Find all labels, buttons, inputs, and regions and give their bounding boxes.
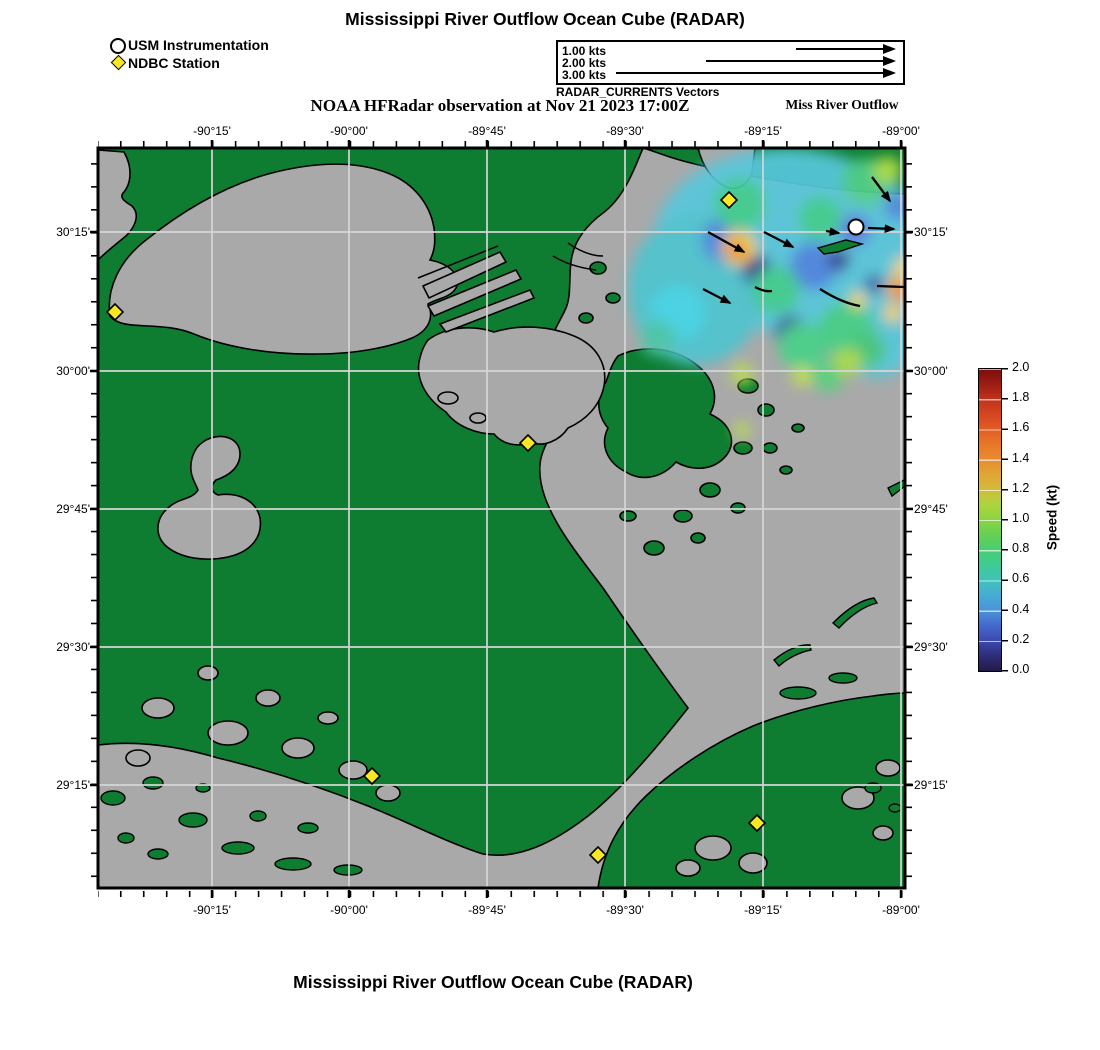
- major-ticks: [90, 140, 913, 898]
- scale-row-label: 2.00 kts: [562, 56, 607, 70]
- y-tick-label-left: 29°15': [56, 778, 90, 792]
- ndbc-station-icon: [110, 54, 127, 71]
- y-tick-label-left: 30°15': [56, 225, 90, 239]
- x-tick-label-bottom: -90°15': [193, 903, 231, 917]
- barrier-island: [816, 239, 865, 255]
- colorbar-tick-label: 1.2: [1012, 481, 1030, 495]
- colorbar-tick-label: 1.8: [1012, 390, 1030, 404]
- y-tick-label-right: 30°15': [914, 225, 948, 239]
- channel: [421, 250, 508, 300]
- lake-pontchartrain: [108, 163, 459, 355]
- ndbc-station-marker[interactable]: [518, 433, 538, 453]
- colorbar-tick-label: 0.2: [1012, 632, 1030, 646]
- y-tick-label-right: 30°00': [914, 364, 948, 378]
- colorbar-tick-label: 1.0: [1012, 511, 1030, 525]
- speed-colorbar: [978, 368, 1002, 672]
- lake-borgne: [417, 326, 606, 446]
- lakes-layer: [98, 148, 901, 877]
- scale-row-label: 1.00 kts: [562, 44, 607, 58]
- vector-scale-caption: RADAR_CURRENTS Vectors: [556, 85, 720, 99]
- x-tick-label-bottom: -89°00': [882, 903, 920, 917]
- ndbc-station-marker[interactable]: [105, 302, 125, 322]
- x-tick-label-bottom: -89°45': [468, 903, 506, 917]
- map-border: [96, 146, 907, 890]
- islands-layer: [100, 239, 905, 876]
- scale-arrow-2kt: [706, 60, 884, 62]
- x-tick-label-top: -90°15': [193, 124, 231, 138]
- x-tick-label-top: -89°30': [606, 124, 644, 138]
- scale-arrow-3kt: [616, 72, 884, 74]
- colorbar-ticks: [1001, 368, 1008, 672]
- colorbar-tick-label: 0.6: [1012, 571, 1030, 585]
- chandeleur-island: [831, 597, 879, 629]
- current-vectors: [702, 176, 905, 308]
- usm-station-marker[interactable]: [847, 218, 865, 236]
- vector-scale-box: 1.00 kts 2.00 kts 3.00 kts: [556, 40, 905, 85]
- scale-arrow-1kt: [796, 48, 884, 50]
- y-tick-label-left: 29°30': [56, 640, 90, 654]
- y-tick-label-right: 29°15': [914, 778, 948, 792]
- scale-row-label: 3.00 kts: [562, 68, 607, 82]
- page-title: Mississippi River Outflow Ocean Cube (RA…: [345, 9, 745, 29]
- x-tick-label-bottom: -89°15': [744, 903, 782, 917]
- footer-title: Mississippi River Outflow Ocean Cube (RA…: [293, 972, 693, 992]
- legend-usm-label: USM Instrumentation: [128, 37, 269, 53]
- arrowhead-icon: [883, 56, 896, 66]
- colorbar-tick-label: 0.0: [1012, 662, 1030, 676]
- colorbar-tick-label: 0.4: [1012, 602, 1030, 616]
- observation-subtitle: NOAA HFRadar observation at Nov 21 2023 …: [310, 96, 690, 115]
- river-lines: [417, 242, 604, 279]
- colorbar-gridlines: [979, 369, 1001, 671]
- colorbar-tick-label: 1.6: [1012, 420, 1030, 434]
- colorbar-tick-label: 2.0: [1012, 360, 1030, 374]
- x-tick-label-top: -89°45': [468, 124, 506, 138]
- legend-ndbc-label: NDBC Station: [128, 55, 220, 71]
- arrowhead-icon: [883, 44, 896, 54]
- y-tick-label-left: 30°00': [56, 364, 90, 378]
- map-canvas[interactable]: [88, 138, 918, 900]
- x-tick-label-bottom: -90°00': [330, 903, 368, 917]
- x-tick-label-top: -89°00': [882, 124, 920, 138]
- arrowhead-icon: [883, 68, 896, 78]
- x-tick-label-bottom: -89°30': [606, 903, 644, 917]
- y-tick-label-left: 29°45': [56, 502, 90, 516]
- minor-ticks: [91, 141, 912, 897]
- ndbc-station-marker[interactable]: [362, 766, 382, 786]
- region-label: Miss River Outflow: [785, 97, 899, 112]
- x-tick-label-top: -89°15': [744, 124, 782, 138]
- colorbar-tick-label: 0.8: [1012, 541, 1030, 555]
- usm-instrumentation-icon: [110, 38, 126, 54]
- lake-maurepas: [157, 435, 262, 560]
- y-tick-label-right: 29°45': [914, 502, 948, 516]
- ndbc-station-marker[interactable]: [719, 190, 739, 210]
- x-tick-label-top: -90°00': [330, 124, 368, 138]
- gridlines: [98, 148, 905, 888]
- station-markers[interactable]: [105, 190, 865, 865]
- colorbar-tick-label: 1.4: [1012, 451, 1030, 465]
- chandeleur-island: [773, 644, 812, 668]
- colorbar-title: Speed (kt): [1044, 484, 1060, 551]
- ndbc-station-marker[interactable]: [747, 813, 767, 833]
- y-tick-label-right: 29°30': [914, 640, 948, 654]
- ndbc-station-marker[interactable]: [588, 845, 608, 865]
